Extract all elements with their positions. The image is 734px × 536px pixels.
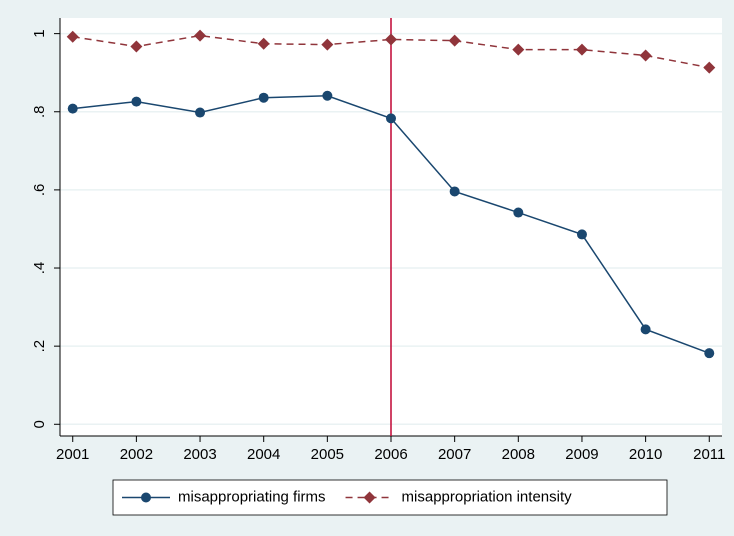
point <box>131 96 142 107</box>
point <box>194 29 207 42</box>
point <box>513 207 524 218</box>
legend-label: misappropriating firms <box>178 488 326 505</box>
point <box>385 33 397 46</box>
legend-box <box>112 479 668 516</box>
point <box>322 90 333 101</box>
point <box>195 107 206 118</box>
x-tick-label: 2010 <box>629 446 662 463</box>
point <box>386 113 396 124</box>
point <box>66 30 79 43</box>
x-tick-label: 2008 <box>502 446 535 463</box>
point <box>448 34 461 47</box>
x-tick-label: 2006 <box>374 446 407 463</box>
point <box>639 49 652 62</box>
x-tick-label: 2001 <box>56 446 89 463</box>
point <box>575 43 588 56</box>
y-tick-label: .4 <box>31 262 48 275</box>
point <box>321 38 334 51</box>
y-tick-label: 0 <box>31 420 48 428</box>
x-tick-label: 2007 <box>438 446 471 463</box>
point <box>640 324 651 335</box>
x-tick-label: 2003 <box>183 446 216 463</box>
x-tick-label: 2005 <box>311 446 344 463</box>
point <box>704 348 715 359</box>
point <box>67 103 78 114</box>
legend-marker <box>363 491 376 504</box>
point <box>703 61 716 74</box>
x-tick-label: 2011 <box>693 446 725 463</box>
point <box>576 229 587 240</box>
legend-marker <box>141 492 151 503</box>
x-tick-label: 2009 <box>565 446 598 463</box>
y-tick-label: .6 <box>31 184 48 197</box>
x-tick-label: 2002 <box>120 446 153 463</box>
legend-label: misappropriation intensity <box>402 488 573 505</box>
y-tick-label: 1 <box>31 29 48 37</box>
point <box>258 92 269 103</box>
y-tick-label: .8 <box>31 105 48 118</box>
x-tick-label: 2004 <box>247 446 280 463</box>
point <box>512 43 525 56</box>
point <box>130 40 143 53</box>
point <box>449 186 460 197</box>
y-tick-label: .2 <box>31 340 48 353</box>
series-line <box>72 34 710 69</box>
point <box>257 37 270 50</box>
